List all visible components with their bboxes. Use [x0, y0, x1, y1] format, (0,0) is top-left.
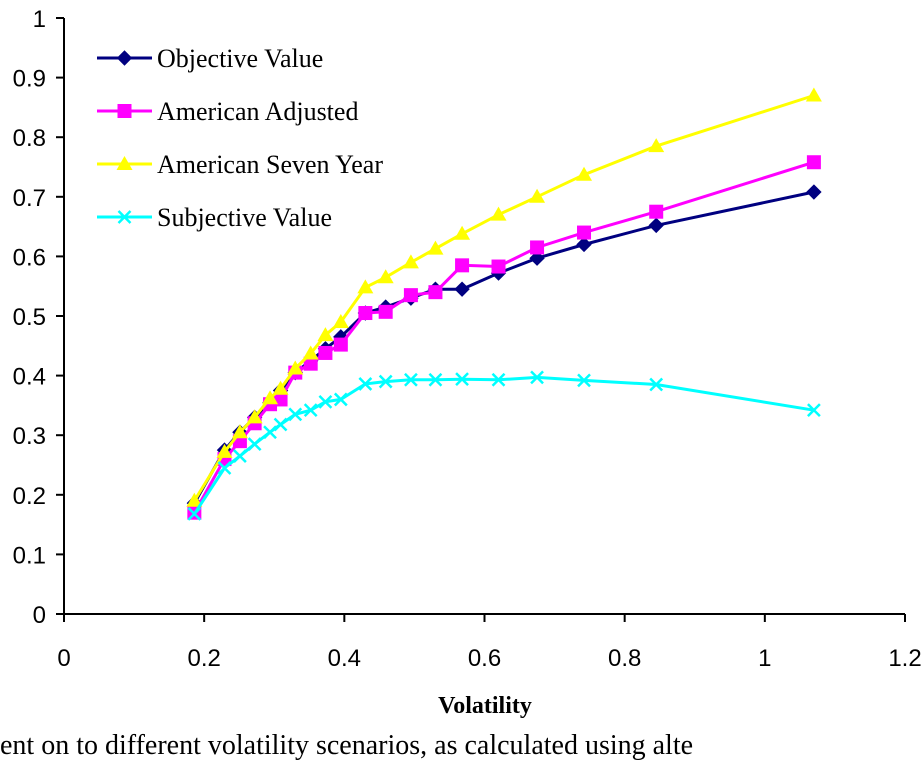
data-point: [186, 492, 203, 507]
x-tick-label: 1.2: [888, 645, 921, 672]
legend-item: American Seven Year: [97, 150, 383, 179]
y-tick-label: 0.8: [13, 125, 46, 152]
y-tick-label: 0.5: [13, 304, 46, 331]
data-point: [288, 407, 303, 422]
data-point: [576, 236, 592, 253]
y-tick-label: 1: [33, 6, 46, 33]
y-tick-label: 0.3: [13, 423, 46, 450]
data-point: [233, 449, 247, 463]
data-point: [577, 373, 591, 388]
x-tick-label: 0.8: [608, 645, 641, 672]
y-tick-label: 0.4: [13, 364, 46, 391]
data-point: [806, 155, 821, 170]
data-point: [428, 372, 443, 387]
legend-label: Objective Value: [157, 44, 323, 73]
data-point: [806, 184, 822, 200]
data-point: [318, 394, 333, 409]
data-point: [378, 304, 393, 319]
legend-label: Subjective Value: [157, 203, 332, 232]
legend-marker: [116, 156, 133, 170]
data-point: [217, 461, 232, 475]
data-point: [318, 345, 333, 360]
data-point: [402, 254, 419, 269]
legend-item: Subjective Value: [97, 203, 332, 232]
caption-text: ent on to different volatility scenarios…: [0, 730, 694, 761]
data-point: [649, 204, 664, 219]
legend-marker: [116, 50, 133, 66]
x-tick-label: 0.6: [468, 645, 501, 672]
line-chart: 0 0.1 0.2 0.3 0.4 0.5 0.6 0.7 0.8 0.9 1 0 0.2 0.4 0.6 0…: [13, 6, 922, 719]
data-point: [358, 377, 373, 391]
data-point: [454, 281, 470, 297]
x-tick-label: 1: [758, 645, 771, 672]
data-point: [648, 138, 665, 153]
series-american-seven-year: [186, 87, 822, 507]
data-point: [529, 250, 545, 266]
data-point: [231, 424, 248, 439]
y-tick-label: 0.9: [13, 66, 46, 93]
data-point: [357, 279, 374, 294]
data-point: [187, 506, 202, 521]
data-point: [263, 425, 277, 440]
series-objective-value: [186, 184, 822, 511]
data-point: [648, 217, 664, 234]
data-point: [455, 372, 469, 387]
data-point: [491, 259, 506, 274]
legend-item: American Adjusted: [97, 97, 358, 126]
data-point: [246, 409, 263, 424]
data-point: [529, 188, 546, 203]
series-layer: [186, 87, 822, 521]
legend-marker: [117, 104, 132, 118]
y-tick-label: 0.2: [13, 483, 46, 510]
data-point: [272, 380, 289, 395]
legend-marker: [117, 210, 132, 224]
data-point: [216, 443, 233, 458]
data-point: [287, 360, 304, 375]
data-point: [530, 370, 544, 385]
data-point: [262, 390, 279, 405]
legend: Objective Value American Adjusted American…: [97, 44, 383, 232]
x-tick-label: 0.4: [328, 645, 361, 672]
data-point: [377, 269, 394, 284]
data-point: [807, 403, 821, 418]
data-point: [333, 337, 348, 352]
data-point: [302, 345, 319, 360]
y-tick-label: 0.1: [13, 542, 46, 569]
data-point: [427, 240, 444, 255]
data-point: [332, 313, 349, 328]
y-tick-label: 0.6: [13, 244, 46, 271]
x-tick-label: 0: [57, 645, 70, 672]
data-point: [576, 166, 593, 181]
data-point: [303, 356, 318, 371]
x-axis-title: Volatility: [438, 693, 532, 719]
data-point: [649, 377, 664, 392]
data-point: [428, 285, 443, 300]
data-point: [577, 225, 592, 240]
data-point: [273, 417, 288, 432]
data-point: [490, 206, 507, 221]
data-point: [805, 87, 822, 102]
data-point: [403, 288, 418, 303]
data-point: [303, 403, 318, 418]
y-tick-label: 0: [33, 602, 46, 629]
data-point: [333, 392, 348, 407]
data-point: [530, 240, 545, 255]
data-point: [247, 437, 262, 452]
series-line: [193, 190, 815, 504]
x-tick-label: 0.2: [187, 645, 220, 672]
data-point: [454, 225, 471, 240]
data-point: [317, 327, 334, 342]
data-point: [404, 372, 418, 387]
data-point: [378, 374, 393, 389]
data-point: [358, 306, 373, 321]
series-subjective-value: [187, 370, 821, 521]
data-point: [491, 372, 506, 387]
legend-label: American Seven Year: [157, 150, 383, 179]
data-point: [455, 258, 470, 273]
axes: 0 0.1 0.2 0.3 0.4 0.5 0.6 0.7 0.8 0.9 1 0 0.2 0.4 0.6 0…: [13, 6, 922, 672]
y-tick-label: 0.7: [13, 185, 46, 212]
legend-label: American Adjusted: [157, 97, 358, 126]
legend-item: Objective Value: [97, 44, 323, 73]
